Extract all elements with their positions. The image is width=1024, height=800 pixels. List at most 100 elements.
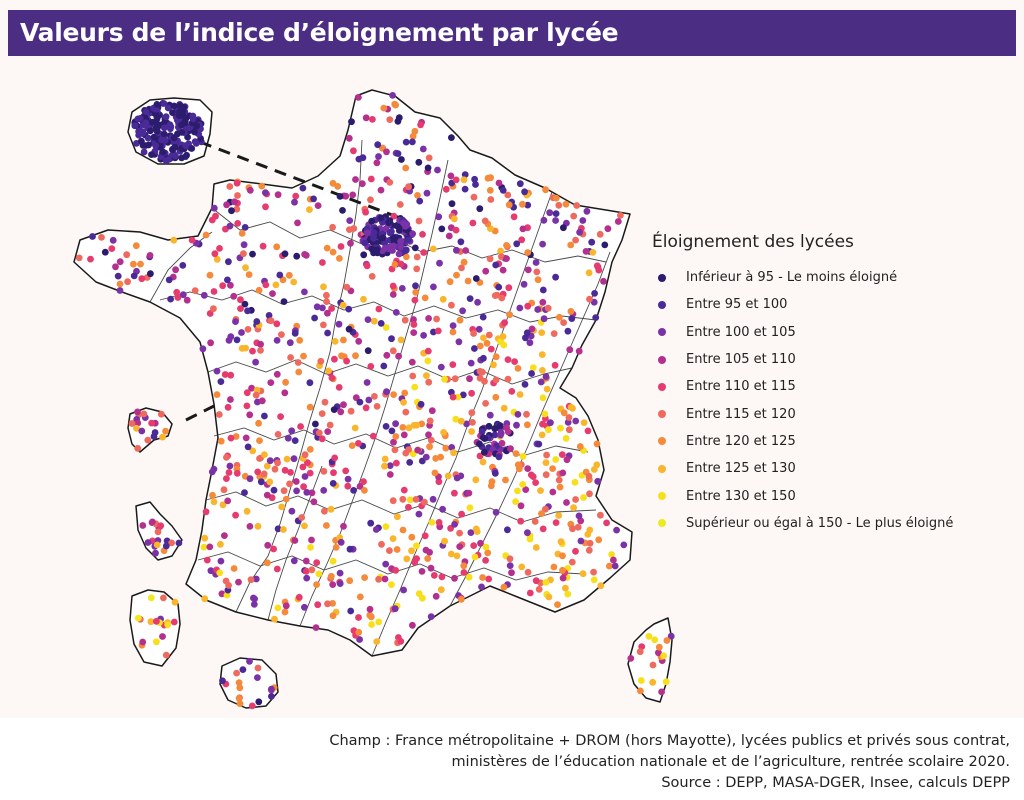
school-dot (434, 166, 441, 174)
school-dot (386, 462, 394, 469)
school-dot (572, 236, 579, 244)
school-dot (237, 296, 244, 304)
school-dot (335, 320, 343, 328)
legend-dot-icon (658, 464, 666, 473)
school-dot (355, 440, 362, 447)
school-dot (420, 249, 428, 256)
school-dot (482, 543, 490, 551)
school-dot (259, 242, 267, 250)
school-dot (441, 375, 448, 383)
school-dot (505, 284, 513, 292)
school-dot (393, 546, 401, 553)
school-dot (157, 410, 165, 418)
school-dot (480, 449, 488, 456)
school-dot (524, 201, 532, 209)
school-dot (532, 479, 539, 486)
school-dot (391, 605, 399, 613)
school-dot (491, 425, 499, 433)
school-dot (324, 329, 331, 337)
school-dot (140, 148, 148, 156)
school-dot (291, 437, 299, 444)
school-dot (485, 422, 493, 430)
school-dot (538, 510, 545, 517)
school-dot (637, 687, 644, 695)
school-dot (223, 201, 231, 209)
school-dot (116, 280, 124, 288)
school-dot (528, 325, 536, 333)
school-dot (564, 327, 572, 335)
legend-item: Entre 100 et 105 (652, 319, 1012, 346)
school-dot (368, 273, 376, 280)
school-dot (413, 542, 420, 550)
school-dot (140, 410, 148, 418)
school-dot (144, 436, 152, 444)
school-dot (391, 446, 399, 454)
school-dot (206, 543, 214, 551)
school-dot (401, 389, 409, 397)
school-dot (560, 409, 568, 417)
school-dot (158, 136, 166, 144)
school-dot (430, 283, 437, 291)
school-dot (382, 423, 390, 430)
school-dot (324, 309, 331, 317)
school-dot (413, 265, 421, 273)
school-dot (188, 145, 196, 152)
school-dot (409, 138, 416, 146)
school-dot (242, 264, 249, 272)
school-dot (152, 549, 159, 557)
school-dot (360, 295, 367, 303)
school-dot (224, 497, 232, 505)
legend-dot-icon (658, 328, 666, 337)
school-dot (440, 429, 447, 436)
school-dot (189, 115, 197, 123)
school-dot (532, 259, 540, 266)
school-dot (466, 504, 474, 512)
school-dot (257, 340, 264, 348)
school-dot (273, 243, 281, 251)
school-dot (392, 309, 400, 316)
school-dot (533, 268, 541, 276)
school-dot (541, 410, 549, 418)
school-dot (444, 472, 452, 480)
school-dot (454, 393, 462, 401)
school-dot (323, 244, 331, 252)
school-dot (471, 175, 478, 183)
school-dot (448, 301, 455, 309)
school-dot (114, 272, 122, 280)
school-dot (437, 586, 445, 594)
school-dot (281, 466, 289, 474)
school-dot (290, 278, 298, 286)
school-dot (476, 440, 483, 448)
school-dot (408, 533, 416, 541)
school-dot (453, 474, 461, 482)
school-dot (519, 200, 526, 208)
school-dot (482, 267, 490, 275)
school-dot (466, 375, 473, 383)
school-dot (249, 347, 256, 355)
school-dot (606, 562, 613, 570)
school-dot (504, 375, 512, 383)
school-dot (498, 294, 506, 302)
school-dot (221, 532, 228, 539)
school-dot (465, 573, 473, 581)
school-dot (283, 455, 291, 463)
school-dot (627, 655, 635, 662)
school-dot (601, 241, 609, 249)
school-dot (479, 458, 487, 466)
school-dot (419, 231, 426, 238)
school-dot (303, 489, 311, 496)
legend-label: Entre 110 et 115 (686, 379, 796, 395)
school-dot (162, 113, 170, 121)
school-dot (613, 526, 620, 534)
school-dot (339, 207, 346, 214)
school-dot (159, 148, 167, 156)
school-dot (87, 255, 94, 263)
school-dot (504, 191, 512, 199)
school-dot (225, 258, 232, 266)
school-dot (417, 400, 425, 408)
school-dot (433, 315, 440, 323)
school-dot (405, 446, 413, 453)
legend-title: Éloignement des lycées (652, 232, 854, 252)
school-dot (389, 347, 397, 355)
school-dot (328, 374, 336, 382)
